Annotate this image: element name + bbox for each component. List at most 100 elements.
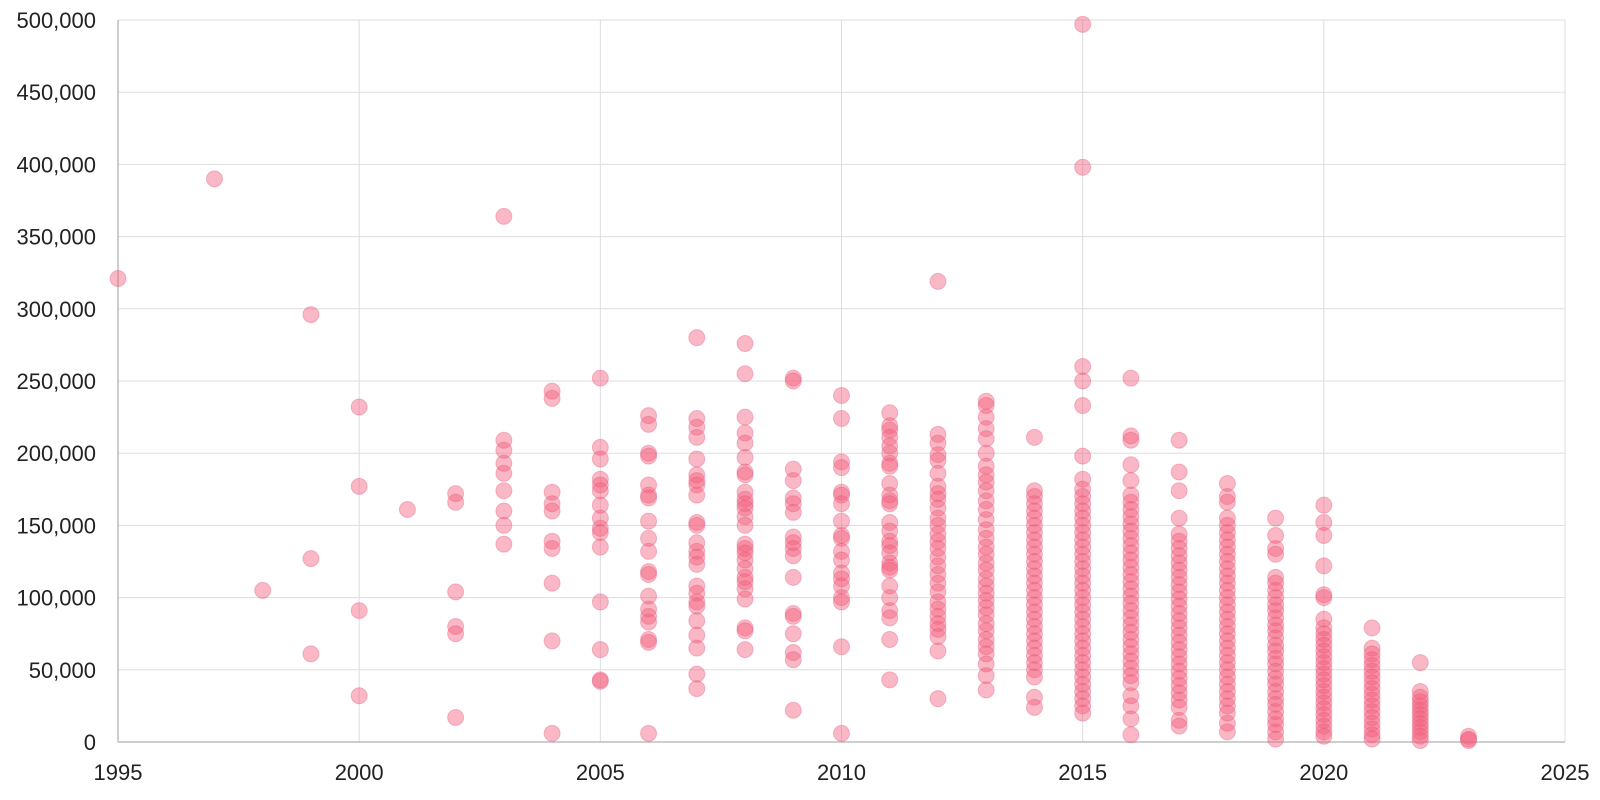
- data-point: [929, 434, 947, 452]
- data-point: [833, 638, 850, 656]
- data-point: [1315, 671, 1333, 689]
- data-point: [833, 453, 850, 471]
- data-point: [736, 408, 754, 426]
- data-point: [1170, 711, 1188, 729]
- data-point: [543, 483, 561, 501]
- data-point: [1363, 645, 1381, 663]
- data-point: [1074, 690, 1092, 708]
- data-point: [1315, 727, 1333, 745]
- data-point: [1025, 516, 1043, 534]
- data-point: [1315, 557, 1333, 575]
- y-tick-label: 200,000: [16, 441, 96, 466]
- data-point: [1363, 639, 1381, 657]
- data-point: [929, 565, 947, 583]
- data-point: [1267, 662, 1285, 680]
- data-point: [447, 583, 465, 601]
- data-point: [1025, 610, 1043, 628]
- data-point: [591, 496, 609, 514]
- data-point: [784, 489, 802, 507]
- data-point: [543, 502, 561, 520]
- data-point: [640, 565, 658, 583]
- data-point: [1122, 565, 1140, 583]
- data-point: [1170, 717, 1188, 735]
- data-point: [736, 551, 754, 569]
- data-point: [977, 554, 995, 572]
- data-point: [447, 617, 465, 635]
- data-point: [977, 591, 995, 609]
- data-point: [1122, 493, 1140, 511]
- data-point: [688, 542, 706, 560]
- data-point: [977, 482, 995, 500]
- data-point: [1315, 610, 1333, 628]
- data-point: [1025, 560, 1043, 578]
- data-point: [1218, 625, 1236, 643]
- data-point: [736, 619, 754, 637]
- data-point: [881, 444, 899, 462]
- data-point: [1363, 619, 1381, 637]
- data-point: [1074, 589, 1092, 607]
- data-point: [447, 625, 465, 643]
- data-point: [1025, 596, 1043, 614]
- data-point: [688, 577, 706, 595]
- data-point: [1122, 558, 1140, 576]
- data-point: [640, 486, 658, 504]
- data-point: [977, 606, 995, 624]
- data-point: [1411, 688, 1429, 706]
- data-point: [688, 680, 706, 698]
- data-point: [1025, 668, 1043, 686]
- data-point: [1074, 447, 1092, 465]
- data-point: [1363, 708, 1381, 726]
- data-point: [1411, 697, 1429, 715]
- data-point: [495, 482, 513, 500]
- data-point: [1218, 646, 1236, 664]
- data-point: [1315, 682, 1333, 700]
- data-point: [1122, 537, 1140, 555]
- data-point: [1267, 642, 1285, 660]
- data-point: [495, 454, 513, 472]
- data-point: [1267, 581, 1285, 599]
- data-point: [1025, 495, 1043, 513]
- data-point: [1025, 654, 1043, 672]
- data-point: [1074, 574, 1092, 592]
- data-point: [1170, 554, 1188, 572]
- data-point: [1315, 636, 1333, 654]
- data-point: [929, 499, 947, 517]
- data-point: [254, 581, 272, 599]
- data-point: [640, 607, 658, 625]
- data-point: [543, 724, 561, 742]
- data-point: [1267, 622, 1285, 640]
- data-point: [447, 493, 465, 511]
- data-point: [1315, 694, 1333, 712]
- data-point: [977, 577, 995, 595]
- data-point: [1315, 654, 1333, 672]
- data-point: [1411, 682, 1429, 700]
- data-point: [1267, 545, 1285, 563]
- x-tick-label: 2000: [335, 760, 384, 785]
- data-point: [1025, 567, 1043, 585]
- data-point: [1315, 688, 1333, 706]
- data-point: [688, 593, 706, 611]
- data-point: [1267, 710, 1285, 728]
- data-point: [1122, 623, 1140, 641]
- data-point: [1218, 714, 1236, 732]
- data-point: [1218, 697, 1236, 715]
- data-point: [1074, 646, 1092, 664]
- data-point: [1170, 597, 1188, 615]
- data-point: [1267, 636, 1285, 654]
- data-point: [977, 599, 995, 617]
- data-point: [1122, 580, 1140, 598]
- data-point: [1363, 691, 1381, 709]
- data-point: [591, 470, 609, 488]
- data-point: [1122, 587, 1140, 605]
- data-point: [1218, 603, 1236, 621]
- data-point: [302, 306, 320, 324]
- data-point: [1074, 581, 1092, 599]
- x-tick-label: 2020: [1299, 760, 1348, 785]
- data-point: [1267, 527, 1285, 545]
- data-point: [640, 476, 658, 494]
- data-point: [1363, 662, 1381, 680]
- data-point: [1315, 700, 1333, 718]
- data-point: [929, 485, 947, 503]
- data-point: [833, 512, 850, 530]
